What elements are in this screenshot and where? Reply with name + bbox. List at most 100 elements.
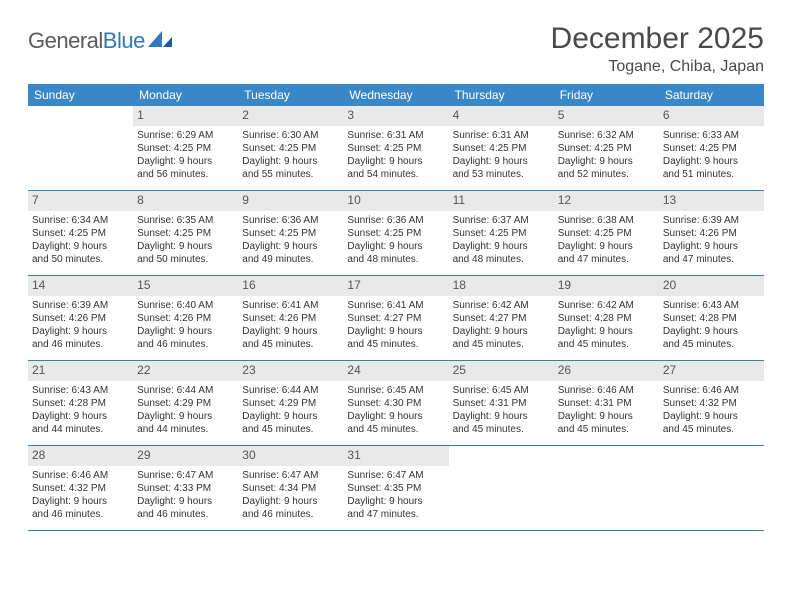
dl1-text: Daylight: 9 hours (347, 410, 444, 423)
dl2-text: and 48 minutes. (347, 253, 444, 266)
sunset-text: Sunset: 4:25 PM (558, 227, 655, 240)
day-number: 7 (28, 191, 133, 211)
dl1-text: Daylight: 9 hours (558, 410, 655, 423)
page: GeneralBlue December 2025 Togane, Chiba,… (0, 0, 792, 531)
logo: GeneralBlue (28, 28, 174, 54)
calendar: Sunday Monday Tuesday Wednesday Thursday… (28, 84, 764, 531)
day-number: 17 (343, 276, 448, 296)
sunset-text: Sunset: 4:26 PM (663, 227, 760, 240)
sunrise-text: Sunrise: 6:45 AM (453, 384, 550, 397)
sunrise-text: Sunrise: 6:42 AM (453, 299, 550, 312)
day-number: 15 (133, 276, 238, 296)
dayhead-sun: Sunday (28, 84, 133, 106)
day-cell: 16Sunrise: 6:41 AMSunset: 4:26 PMDayligh… (238, 276, 343, 360)
day-number: 2 (238, 106, 343, 126)
dl2-text: and 56 minutes. (137, 168, 234, 181)
day-number: 25 (449, 361, 554, 381)
dl1-text: Daylight: 9 hours (558, 155, 655, 168)
day-cell: 3Sunrise: 6:31 AMSunset: 4:25 PMDaylight… (343, 106, 448, 190)
day-number: 31 (343, 446, 448, 466)
week-row: 14Sunrise: 6:39 AMSunset: 4:26 PMDayligh… (28, 276, 764, 361)
day-number (554, 446, 659, 466)
day-number: 27 (659, 361, 764, 381)
day-number: 14 (28, 276, 133, 296)
sunrise-text: Sunrise: 6:35 AM (137, 214, 234, 227)
dl1-text: Daylight: 9 hours (558, 325, 655, 338)
day-number: 12 (554, 191, 659, 211)
sunrise-text: Sunrise: 6:47 AM (242, 469, 339, 482)
day-cell: 6Sunrise: 6:33 AMSunset: 4:25 PMDaylight… (659, 106, 764, 190)
dl2-text: and 45 minutes. (242, 338, 339, 351)
day-cell: 19Sunrise: 6:42 AMSunset: 4:28 PMDayligh… (554, 276, 659, 360)
dl2-text: and 45 minutes. (558, 423, 655, 436)
dl2-text: and 45 minutes. (663, 423, 760, 436)
dl1-text: Daylight: 9 hours (137, 410, 234, 423)
weeks-container: 1Sunrise: 6:29 AMSunset: 4:25 PMDaylight… (28, 106, 764, 531)
dayhead-fri: Friday (554, 84, 659, 106)
dl2-text: and 46 minutes. (137, 508, 234, 521)
dl1-text: Daylight: 9 hours (453, 240, 550, 253)
sunset-text: Sunset: 4:25 PM (663, 142, 760, 155)
day-cell (554, 446, 659, 530)
dl2-text: and 45 minutes. (242, 423, 339, 436)
day-number: 10 (343, 191, 448, 211)
sunrise-text: Sunrise: 6:46 AM (32, 469, 129, 482)
title-block: December 2025 Togane, Chiba, Japan (551, 22, 764, 76)
sunset-text: Sunset: 4:31 PM (558, 397, 655, 410)
day-number: 24 (343, 361, 448, 381)
sunset-text: Sunset: 4:25 PM (32, 227, 129, 240)
day-number: 20 (659, 276, 764, 296)
day-cell: 29Sunrise: 6:47 AMSunset: 4:33 PMDayligh… (133, 446, 238, 530)
logo-sail-icon (148, 29, 174, 54)
dl2-text: and 46 minutes. (32, 338, 129, 351)
day-number: 9 (238, 191, 343, 211)
dl1-text: Daylight: 9 hours (242, 240, 339, 253)
dayhead-sat: Saturday (659, 84, 764, 106)
day-number: 11 (449, 191, 554, 211)
sunset-text: Sunset: 4:27 PM (347, 312, 444, 325)
dl2-text: and 45 minutes. (453, 423, 550, 436)
dayhead-tue: Tuesday (238, 84, 343, 106)
dl1-text: Daylight: 9 hours (347, 495, 444, 508)
day-cell: 18Sunrise: 6:42 AMSunset: 4:27 PMDayligh… (449, 276, 554, 360)
day-number (659, 446, 764, 466)
day-number: 23 (238, 361, 343, 381)
sunset-text: Sunset: 4:25 PM (347, 227, 444, 240)
dl2-text: and 45 minutes. (558, 338, 655, 351)
day-cell: 28Sunrise: 6:46 AMSunset: 4:32 PMDayligh… (28, 446, 133, 530)
dl1-text: Daylight: 9 hours (242, 495, 339, 508)
dl2-text: and 44 minutes. (32, 423, 129, 436)
sunset-text: Sunset: 4:26 PM (242, 312, 339, 325)
dayhead-wed: Wednesday (343, 84, 448, 106)
week-row: 7Sunrise: 6:34 AMSunset: 4:25 PMDaylight… (28, 191, 764, 276)
sunset-text: Sunset: 4:25 PM (453, 142, 550, 155)
day-number: 5 (554, 106, 659, 126)
sunset-text: Sunset: 4:28 PM (32, 397, 129, 410)
dl1-text: Daylight: 9 hours (242, 410, 339, 423)
day-cell: 11Sunrise: 6:37 AMSunset: 4:25 PMDayligh… (449, 191, 554, 275)
dl2-text: and 45 minutes. (453, 338, 550, 351)
day-number: 29 (133, 446, 238, 466)
dl1-text: Daylight: 9 hours (453, 410, 550, 423)
day-cell: 15Sunrise: 6:40 AMSunset: 4:26 PMDayligh… (133, 276, 238, 360)
sunset-text: Sunset: 4:28 PM (663, 312, 760, 325)
day-cell (449, 446, 554, 530)
week-row: 21Sunrise: 6:43 AMSunset: 4:28 PMDayligh… (28, 361, 764, 446)
sunrise-text: Sunrise: 6:47 AM (137, 469, 234, 482)
dl1-text: Daylight: 9 hours (453, 325, 550, 338)
sunset-text: Sunset: 4:25 PM (242, 142, 339, 155)
day-number: 3 (343, 106, 448, 126)
day-number: 30 (238, 446, 343, 466)
logo-word-general: General (28, 28, 103, 53)
dl1-text: Daylight: 9 hours (242, 155, 339, 168)
dl2-text: and 45 minutes. (347, 423, 444, 436)
day-cell: 8Sunrise: 6:35 AMSunset: 4:25 PMDaylight… (133, 191, 238, 275)
sunrise-text: Sunrise: 6:46 AM (663, 384, 760, 397)
header: GeneralBlue December 2025 Togane, Chiba,… (28, 22, 764, 76)
day-cell: 2Sunrise: 6:30 AMSunset: 4:25 PMDaylight… (238, 106, 343, 190)
dl1-text: Daylight: 9 hours (32, 240, 129, 253)
sunrise-text: Sunrise: 6:31 AM (453, 129, 550, 142)
dl2-text: and 47 minutes. (663, 253, 760, 266)
sunset-text: Sunset: 4:25 PM (137, 142, 234, 155)
day-cell: 9Sunrise: 6:36 AMSunset: 4:25 PMDaylight… (238, 191, 343, 275)
